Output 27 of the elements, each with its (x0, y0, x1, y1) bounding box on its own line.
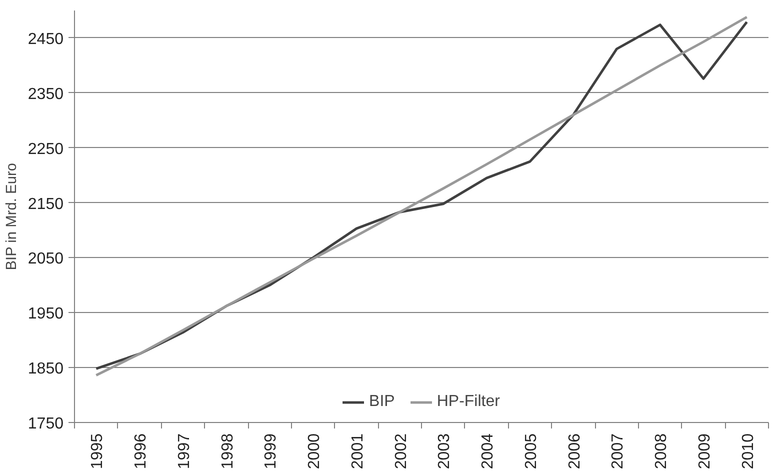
y-tick-label: 2050 (28, 250, 64, 268)
y-tick-label: 1850 (28, 360, 64, 378)
y-tick-label: 2150 (28, 196, 64, 213)
x-tick-label: 1999 (262, 433, 280, 470)
x-tick-label: 2006 (566, 433, 584, 470)
x-tick-label: 1998 (219, 433, 236, 470)
x-tick-label: 2009 (696, 433, 714, 470)
x-tick-label: 2004 (480, 433, 497, 470)
x-tick-label: 2001 (349, 433, 366, 470)
x-tick-label: 1995 (89, 433, 106, 470)
x-tick-label: 2007 (610, 433, 627, 470)
x-tick-label: 1996 (132, 433, 150, 470)
x-tick-label: 2002 (392, 433, 410, 470)
y-axis-title: BIP in Mrd. Euro (4, 162, 20, 270)
y-tick-label: 1950 (28, 306, 64, 323)
x-tick-label: 2008 (653, 433, 670, 470)
x-tick-label: 2005 (522, 433, 540, 470)
x-tick-label: 1997 (176, 433, 193, 470)
y-tick-label: 2250 (28, 140, 64, 158)
x-tick-label: 2000 (306, 433, 324, 470)
y-tick-label: 1750 (28, 416, 64, 432)
y-tick-label: 2350 (28, 86, 64, 103)
x-tick-label: 2010 (740, 433, 757, 470)
legend-label: HP-Filter (436, 393, 500, 411)
y-tick-label: 2450 (28, 30, 64, 48)
legend-label: BIP (369, 393, 395, 411)
x-tick-label: 2003 (436, 433, 454, 470)
